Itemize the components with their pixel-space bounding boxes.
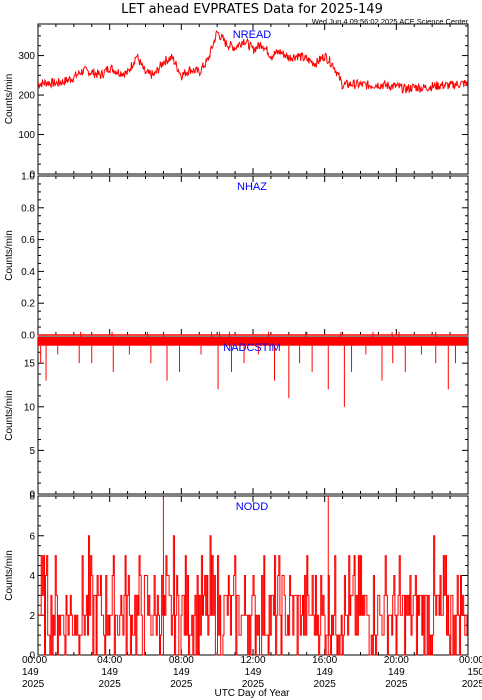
y-tick-label: 2 bbox=[29, 611, 35, 622]
panel-nadcstim: 0 5 10 15 Counts/min NADCSTIM bbox=[4, 331, 469, 501]
x-tick-time: 20:00 bbox=[384, 655, 409, 666]
x-tick-time: 16:00 bbox=[312, 655, 337, 666]
x-axis-labels: 00:00149202504:00149202508:00149202512:0… bbox=[22, 655, 482, 690]
y-tick-label: 0 bbox=[29, 490, 35, 501]
y-tick-label: 15 bbox=[24, 359, 36, 370]
panel-nread: 0 100 200 300 Counts/min NREAD bbox=[4, 23, 469, 181]
y-axis-title: Counts/min bbox=[4, 550, 15, 601]
y-tick-label: 0 bbox=[29, 170, 35, 181]
x-tick-doy: 149 bbox=[245, 667, 262, 678]
panel-frame bbox=[37, 175, 469, 336]
panel-nhaz: 0.0 0.2 0.4 0.6 0.8 1.0 Counts/min NHAZ bbox=[4, 172, 469, 342]
y-tick-label: 300 bbox=[18, 51, 35, 62]
series-line-nodd bbox=[38, 535, 468, 656]
y-tick-label: 0.0 bbox=[21, 331, 35, 342]
timestamp-label: Wed Jun 4 09:56:02 2025 ACE Science Cent… bbox=[312, 17, 469, 26]
chart-title: LET ahead EVPRATES Data for 2025-149 bbox=[121, 2, 383, 17]
x-tick-time: 12:00 bbox=[240, 655, 265, 666]
x-tick-year: 2025 bbox=[462, 679, 482, 690]
y-axis-title: Counts/min bbox=[4, 74, 15, 125]
x-tick-time: 00:00 bbox=[22, 655, 47, 666]
x-tick-doy: 149 bbox=[173, 667, 190, 678]
x-tick-time: 00:00 bbox=[459, 655, 482, 666]
x-tick-year: 2025 bbox=[22, 679, 45, 690]
y-tick-label: 0.2 bbox=[21, 299, 35, 310]
y-tick-label: 8 bbox=[29, 492, 35, 503]
series-line-nread bbox=[37, 30, 469, 95]
y-tick-label: 100 bbox=[18, 130, 35, 141]
panels-group: 0100200300Counts/minNREAD0.00.20.40.60.8… bbox=[4, 23, 469, 662]
y-axis-title: Counts/min bbox=[4, 390, 15, 441]
y-tick-label: 0.8 bbox=[21, 203, 35, 214]
panel-label: NODD bbox=[236, 501, 268, 513]
x-tick-doy: 149 bbox=[101, 667, 118, 678]
panel-label: NHAZ bbox=[237, 181, 267, 193]
y-axis-title: Counts/min bbox=[4, 230, 15, 281]
x-tick-doy: 149 bbox=[22, 667, 39, 678]
panel-frame bbox=[37, 336, 469, 495]
nadcstim-band bbox=[38, 337, 468, 346]
panel-nodd: 0 2 4 6 8 Counts/min NODD bbox=[4, 492, 469, 662]
x-tick-year: 2025 bbox=[99, 679, 122, 690]
y-tick-label: 5 bbox=[29, 446, 35, 457]
x-tick-year: 2025 bbox=[314, 679, 337, 690]
x-tick-year: 2025 bbox=[170, 679, 193, 690]
x-tick-year: 2025 bbox=[242, 679, 265, 690]
x-tick-time: 08:00 bbox=[169, 655, 194, 666]
panel-label: NADCSTIM bbox=[223, 342, 280, 354]
panel-label: NREAD bbox=[233, 29, 272, 41]
x-tick-year: 2025 bbox=[385, 679, 408, 690]
y-tick-label: 0 bbox=[29, 651, 35, 662]
y-tick-label: 4 bbox=[29, 571, 35, 582]
x-axis-title: UTC Day of Year bbox=[214, 688, 290, 699]
y-tick-label: 10 bbox=[24, 402, 36, 413]
x-tick-doy: 149 bbox=[388, 667, 405, 678]
y-tick-label: 1.0 bbox=[21, 172, 35, 183]
x-tick-doy: 150 bbox=[467, 667, 482, 678]
x-tick-doy: 149 bbox=[316, 667, 333, 678]
y-tick-label: 0.6 bbox=[21, 235, 35, 246]
y-tick-label: 0.4 bbox=[21, 267, 35, 278]
x-tick-time: 04:00 bbox=[97, 655, 122, 666]
y-tick-label: 200 bbox=[18, 91, 35, 102]
y-tick-label: 6 bbox=[29, 531, 35, 542]
